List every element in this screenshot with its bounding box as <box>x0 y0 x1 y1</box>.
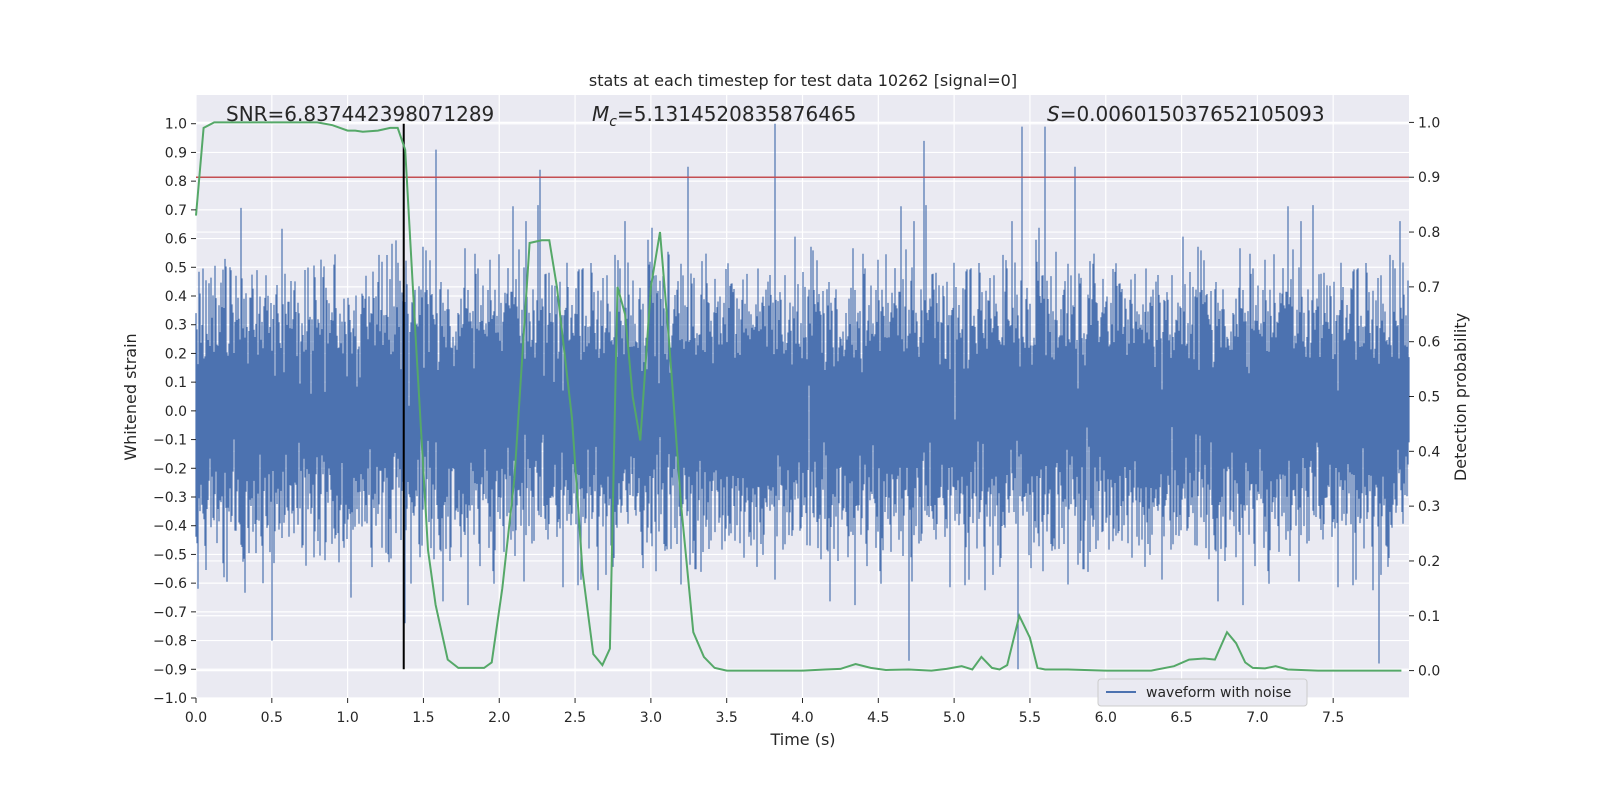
x-tick-label-12: 6.0 <box>1095 710 1117 726</box>
y-left-tick-label-12: −0.2 <box>153 461 187 477</box>
chirp-mass-value: =5.1314520835876465 <box>617 102 856 126</box>
y-left-tick-label-18: −0.8 <box>153 634 187 650</box>
y-right-tick-label-3: 0.7 <box>1418 280 1440 296</box>
y-right-tick-label-1: 0.9 <box>1418 170 1440 186</box>
y-right-tick-label-0: 1.0 <box>1418 115 1440 131</box>
legend-box <box>1097 678 1308 707</box>
legend: waveform with noise <box>1097 678 1308 707</box>
x-tick-label-7: 3.5 <box>716 710 738 726</box>
y-left-tick-label-4: 0.6 <box>165 232 187 248</box>
y-right-axis-label: Detection probability <box>1451 313 1470 481</box>
y-left-tick-label-3: 0.7 <box>165 203 187 219</box>
y-right-axis-ticks: 1.0 0.9 0.8 0.7 0.6 0.5 0.4 0.3 0.2 0.1 0.0 <box>1409 115 1440 680</box>
x-tick-label-13: 6.5 <box>1170 710 1192 726</box>
chirp-mass-subscript: c <box>609 114 617 130</box>
y-left-tick-label-15: −0.5 <box>153 547 187 563</box>
x-axis-ticks: 0.0 0.5 1.0 1.5 2.0 2.5 3.0 3.5 4.0 4.5 5.0 5.5 6.0 6… <box>185 698 1344 726</box>
chirp-mass-annotation: Mc=5.1314520835876465 <box>592 102 856 130</box>
x-tick-label-2: 1.0 <box>336 710 358 726</box>
y-right-tick-label-8: 0.2 <box>1418 554 1440 570</box>
x-tick-label-5: 2.5 <box>564 710 586 726</box>
s-symbol: S <box>1047 102 1060 126</box>
y-left-tick-label-5: 0.5 <box>165 260 187 276</box>
y-left-tick-label-0: 1.0 <box>165 117 187 133</box>
legend-entry-waveform: waveform with noise <box>1146 685 1291 701</box>
x-tick-label-9: 4.5 <box>867 710 889 726</box>
y-right-tick-label-6: 0.4 <box>1418 444 1440 460</box>
y-left-axis-label: Whitened strain <box>121 333 140 460</box>
chart-title: stats at each timestep for test data 102… <box>589 71 1017 90</box>
x-axis-label: Time (s) <box>769 730 835 749</box>
x-tick-label-8: 4.0 <box>791 710 813 726</box>
y-left-tick-label-13: −0.3 <box>153 490 187 506</box>
x-tick-label-0: 0.0 <box>185 710 207 726</box>
y-left-axis-ticks: 1.0 0.9 0.8 0.7 0.6 0.5 0.4 0.3 0.2 0.1 0.0 −0.1 −0.… <box>153 117 196 707</box>
y-left-tick-label-14: −0.4 <box>153 519 187 535</box>
waveform-series <box>195 123 1410 670</box>
y-right-tick-label-5: 0.5 <box>1418 390 1440 406</box>
x-tick-label-14: 7.0 <box>1246 710 1268 726</box>
y-left-tick-label-20: −1.0 <box>153 691 187 707</box>
y-left-tick-label-11: −0.1 <box>153 433 187 449</box>
detection-probability-line <box>195 121 1402 672</box>
x-tick-label-3: 1.5 <box>412 710 434 726</box>
y-right-tick-label-7: 0.3 <box>1418 499 1440 515</box>
y-right-tick-label-4: 0.6 <box>1418 335 1440 351</box>
snr-annotation: SNR=6.837442398071289 <box>226 102 494 126</box>
y-left-tick-label-16: −0.6 <box>153 576 187 592</box>
y-right-tick-label-2: 0.8 <box>1418 225 1440 241</box>
x-tick-label-15: 7.5 <box>1322 710 1344 726</box>
y-right-tick-label-10: 0.0 <box>1418 664 1440 680</box>
x-tick-label-1: 0.5 <box>261 710 283 726</box>
s-value: =0.006015037652105093 <box>1060 102 1325 126</box>
y-left-tick-label-1: 0.9 <box>165 145 187 161</box>
y-left-tick-label-9: 0.1 <box>165 375 187 391</box>
y-left-tick-label-2: 0.8 <box>165 174 187 190</box>
y-left-tick-label-7: 0.3 <box>165 318 187 334</box>
y-left-tick-label-10: 0.0 <box>165 404 187 420</box>
x-tick-label-6: 3.0 <box>640 710 662 726</box>
x-tick-label-11: 5.5 <box>1019 710 1041 726</box>
y-left-tick-label-6: 0.4 <box>165 289 187 305</box>
y-right-tick-label-9: 0.1 <box>1418 609 1440 625</box>
s-annotation: S=0.006015037652105093 <box>1047 102 1325 126</box>
x-tick-label-4: 2.0 <box>488 710 510 726</box>
y-left-tick-label-19: −0.9 <box>153 662 187 678</box>
x-tick-label-10: 5.0 <box>943 710 965 726</box>
chirp-mass-symbol: M <box>592 102 609 126</box>
y-left-tick-label-8: 0.2 <box>165 346 187 362</box>
y-left-tick-label-17: −0.7 <box>153 605 187 621</box>
waveform-trace <box>195 123 1410 670</box>
